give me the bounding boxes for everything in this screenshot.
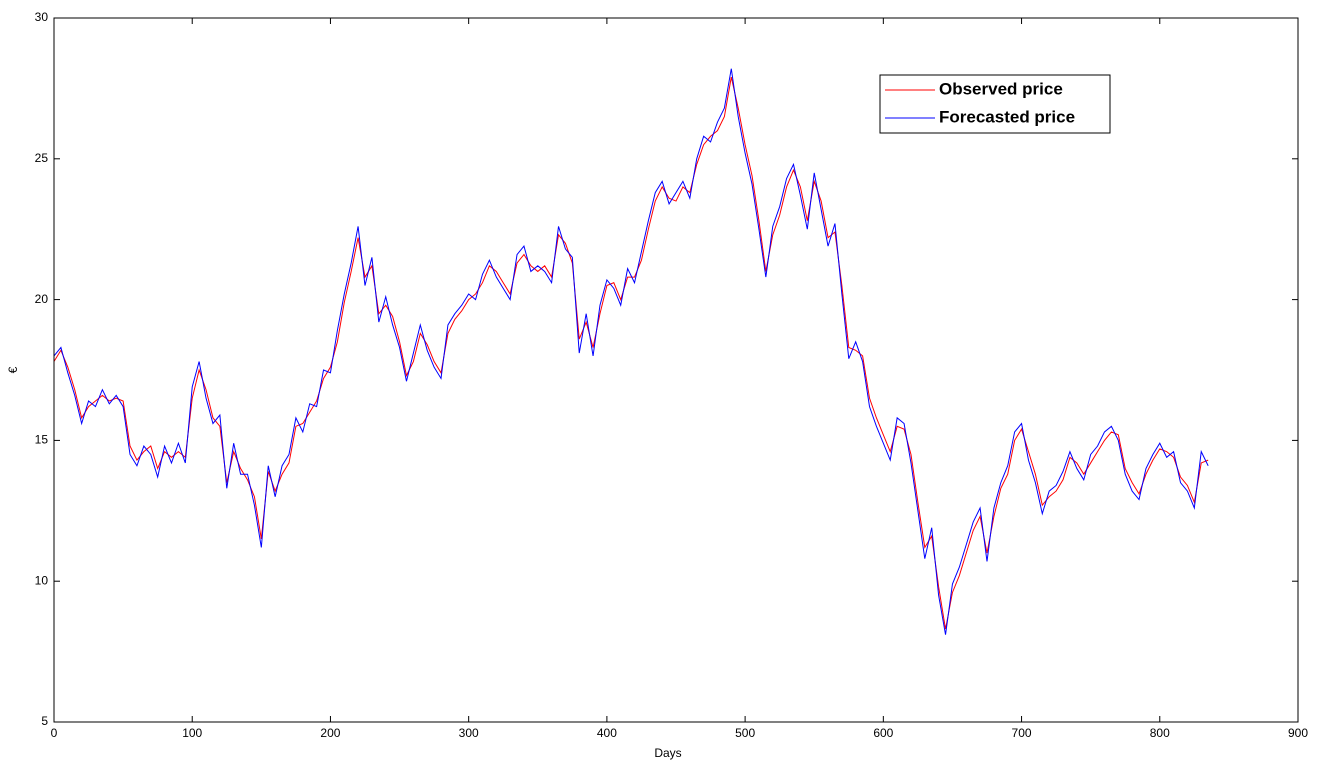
line-series [53,68,1209,635]
x-tick-label: 100 [182,726,202,740]
y-tick-label: 30 [35,10,49,24]
plot-frame [53,17,1299,723]
x-tick-label: 500 [735,726,755,740]
x-axis-label: Days [654,746,681,760]
legend-label: Forecasted price [939,107,1075,126]
x-tick-label: 800 [1150,726,1170,740]
x-tick-label: 600 [873,726,893,740]
legend-label: Observed price [939,79,1063,98]
x-tick-label: 300 [459,726,479,740]
y-tick-label: 15 [35,433,49,447]
legend: Observed price Forecasted price [879,74,1111,134]
x-tick-label: 900 [1288,726,1308,740]
x-tick-label: 0 [51,726,58,740]
y-tick-label: 10 [35,573,49,587]
y-tick-label: 5 [41,714,48,728]
y-tick-label: 20 [35,292,49,306]
line-series [53,77,1209,630]
x-tick-label: 400 [597,726,617,740]
legend-box [879,74,1111,134]
x-tick-label: 700 [1012,726,1032,740]
y-tick-label: 25 [35,151,49,165]
x-tick-label: 200 [320,726,340,740]
y-axis-label: € [6,366,20,373]
